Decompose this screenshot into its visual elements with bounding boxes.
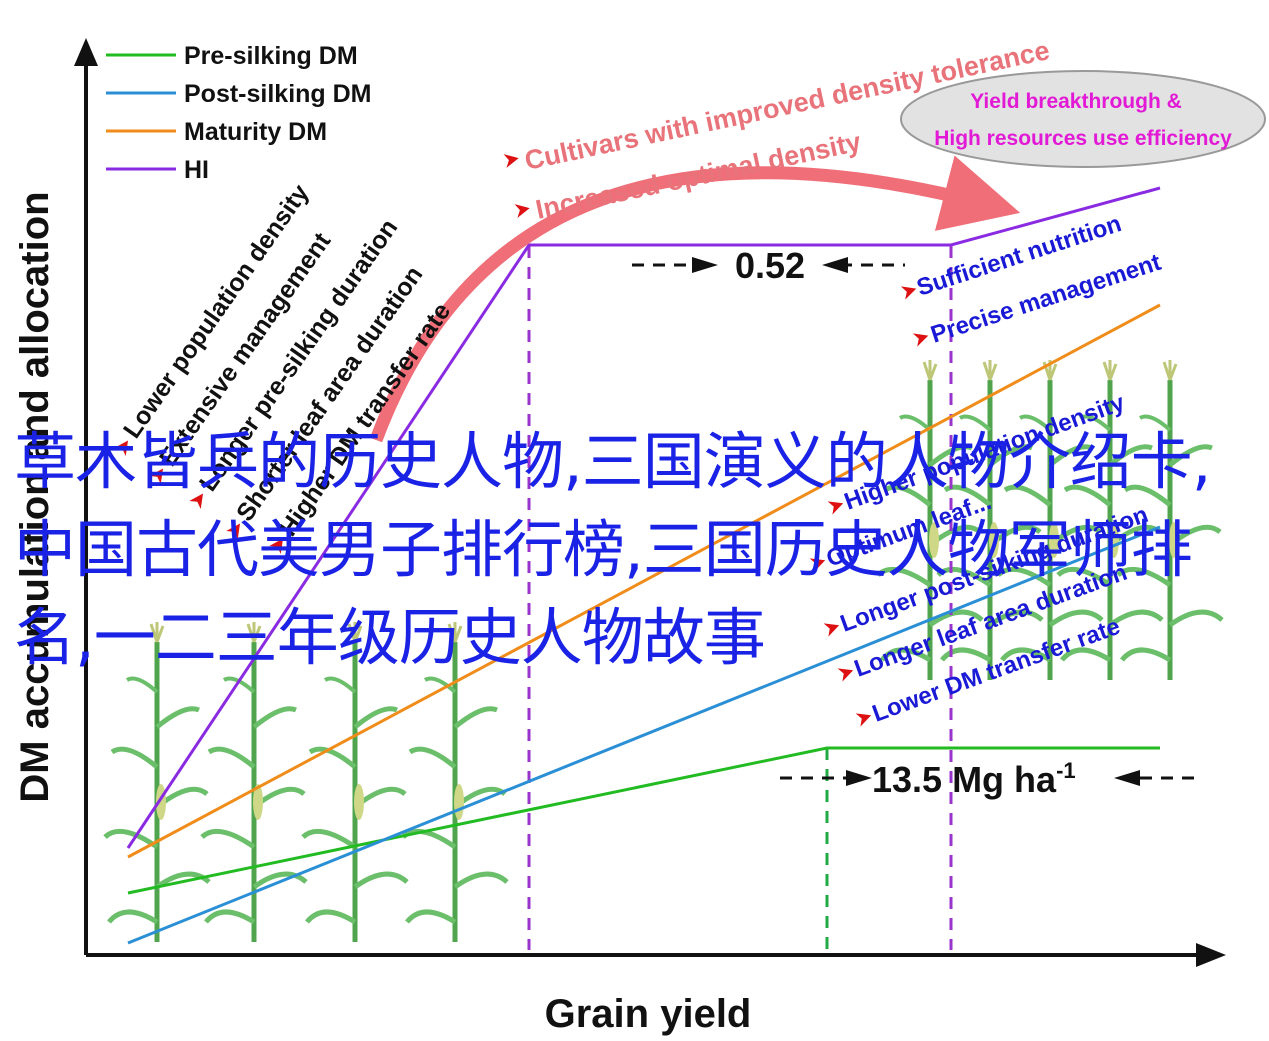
yield-breakthrough-ellipse <box>900 70 1266 168</box>
yield-value-text: 13.5 Mg ha <box>872 759 1057 800</box>
legend-label-post-silking: Post-silking DM <box>184 80 372 108</box>
post-silking-dm-line <box>127 525 1161 945</box>
overlay-caption: 草木皆兵的历史人物,三国演义的人物介绍卡,中国古代美男子排行榜,三国历史人物军师… <box>14 425 1211 674</box>
ellipse-line-1: Yield breakthrough & <box>970 90 1182 113</box>
hi-value-label: 0.52 <box>735 245 805 286</box>
guide-lines <box>527 246 953 950</box>
x-axis-label: Grain yield <box>545 992 752 1036</box>
legend-label-maturity: Maturity DM <box>184 118 327 146</box>
right-top-annotations: Sufficient nutrition Precise management <box>900 210 1164 349</box>
ellipse-line-2: High resources use efficiency <box>934 127 1232 150</box>
hi-line <box>126 186 1161 849</box>
x-axis-arrow <box>1196 943 1226 967</box>
yield-value-indicator <box>780 770 1198 786</box>
yield-value-label: 13.5 Mg ha-1 <box>872 758 1076 800</box>
legend-label-pre-silking: Pre-silking DM <box>184 42 358 70</box>
legend-label-hi: HI <box>184 156 209 184</box>
maturity-dm-line <box>127 303 1161 859</box>
y-axis-label: DM accumulation and allocation <box>13 191 57 802</box>
pre-silking-dm-line <box>127 746 1160 895</box>
yield-value-exponent: -1 <box>1056 758 1076 783</box>
legend: Pre-silking DM Post-silking DM Maturity … <box>106 42 372 184</box>
axes <box>74 38 1226 967</box>
hi-value-indicator <box>632 257 905 273</box>
y-axis-arrow <box>74 38 98 66</box>
improvement-curved-arrow <box>369 155 1021 443</box>
